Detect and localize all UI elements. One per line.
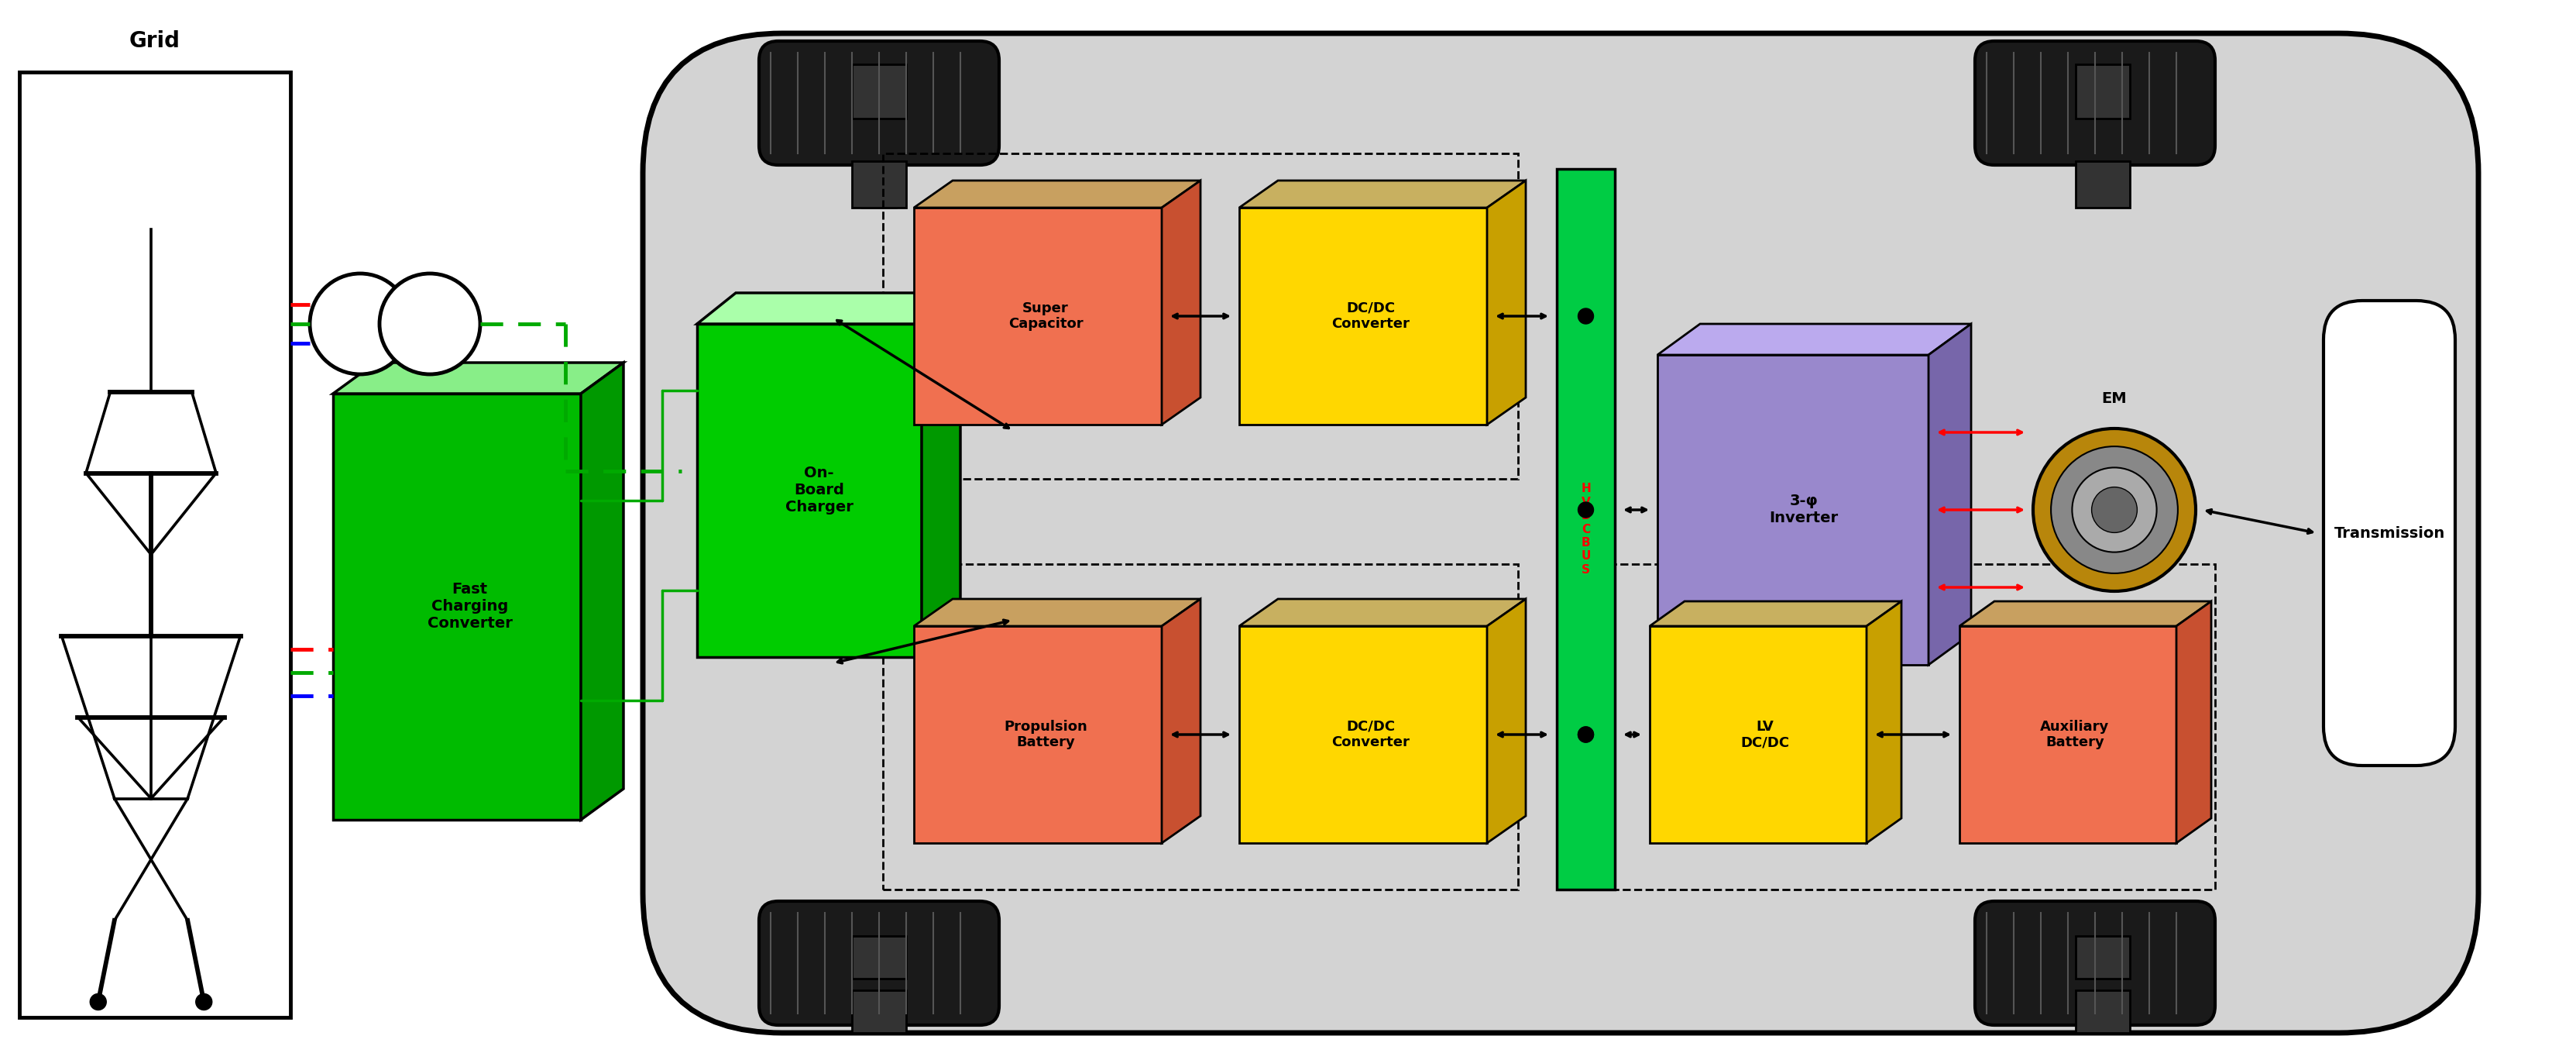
Polygon shape (1929, 324, 1971, 665)
Polygon shape (698, 293, 961, 324)
Text: On-
Board
Charger: On- Board Charger (786, 466, 853, 515)
FancyBboxPatch shape (644, 33, 2478, 1032)
Polygon shape (1239, 599, 1525, 626)
Bar (2076, 936, 2130, 978)
Polygon shape (914, 180, 1200, 208)
Polygon shape (1486, 180, 1525, 425)
Polygon shape (922, 293, 961, 657)
Bar (1610, 564, 2215, 889)
Text: EM: EM (2102, 392, 2128, 406)
Circle shape (309, 273, 410, 374)
Text: DC/DC
Converter: DC/DC Converter (1332, 720, 1409, 749)
Bar (1556, 169, 1615, 889)
Polygon shape (1239, 208, 1486, 425)
Polygon shape (1162, 180, 1200, 425)
Polygon shape (1486, 599, 1525, 843)
Circle shape (379, 273, 479, 374)
Text: 3-φ
Inverter: 3-φ Inverter (1770, 494, 1839, 526)
Text: Transmission: Transmission (2334, 526, 2445, 541)
Circle shape (1579, 308, 1595, 324)
Polygon shape (1656, 355, 1929, 665)
Polygon shape (1960, 601, 2210, 626)
Polygon shape (1960, 626, 2177, 843)
Circle shape (1579, 727, 1595, 742)
FancyBboxPatch shape (1976, 901, 2215, 1025)
Polygon shape (914, 626, 1162, 843)
Circle shape (196, 994, 211, 1010)
Polygon shape (1162, 599, 1200, 843)
Text: Auxiliary
Battery: Auxiliary Battery (2040, 720, 2110, 749)
Bar (884, 564, 1517, 889)
Text: Fast
Charging
Converter: Fast Charging Converter (428, 582, 513, 631)
Circle shape (2032, 428, 2195, 591)
Bar (853, 936, 907, 978)
Polygon shape (2177, 601, 2210, 843)
Bar (21, 72, 291, 1018)
Polygon shape (1656, 324, 1971, 355)
Bar (853, 161, 907, 208)
Polygon shape (914, 599, 1200, 626)
FancyBboxPatch shape (1976, 41, 2215, 165)
Text: Propulsion
Battery: Propulsion Battery (1005, 720, 1087, 749)
Bar (853, 65, 907, 119)
Circle shape (1579, 502, 1595, 517)
Circle shape (2071, 467, 2156, 552)
Polygon shape (1239, 626, 1486, 843)
Bar (884, 154, 1517, 479)
Polygon shape (1649, 626, 1868, 843)
Bar (2076, 990, 2130, 1032)
Circle shape (2092, 488, 2138, 532)
Polygon shape (1649, 601, 1901, 626)
FancyBboxPatch shape (760, 901, 999, 1025)
Bar (853, 990, 907, 1032)
Polygon shape (1868, 601, 1901, 843)
Polygon shape (332, 363, 623, 393)
Bar (863, 165, 896, 208)
Polygon shape (1239, 180, 1525, 208)
Polygon shape (914, 208, 1162, 425)
Polygon shape (580, 363, 623, 819)
Text: LV
DC/DC: LV DC/DC (1741, 720, 1790, 749)
Polygon shape (698, 324, 922, 657)
Circle shape (1579, 727, 1595, 742)
Text: H
V
D
C
B
U
S: H V D C B U S (1582, 483, 1592, 576)
Bar (2076, 161, 2130, 208)
Text: Super
Capacitor: Super Capacitor (1007, 301, 1082, 331)
Bar (2076, 65, 2130, 119)
Circle shape (2050, 446, 2177, 573)
FancyBboxPatch shape (2324, 301, 2455, 765)
Text: DC/DC
Converter: DC/DC Converter (1332, 301, 1409, 331)
FancyBboxPatch shape (760, 41, 999, 165)
Circle shape (90, 994, 106, 1010)
Text: Grid: Grid (129, 31, 180, 52)
Polygon shape (332, 393, 580, 819)
